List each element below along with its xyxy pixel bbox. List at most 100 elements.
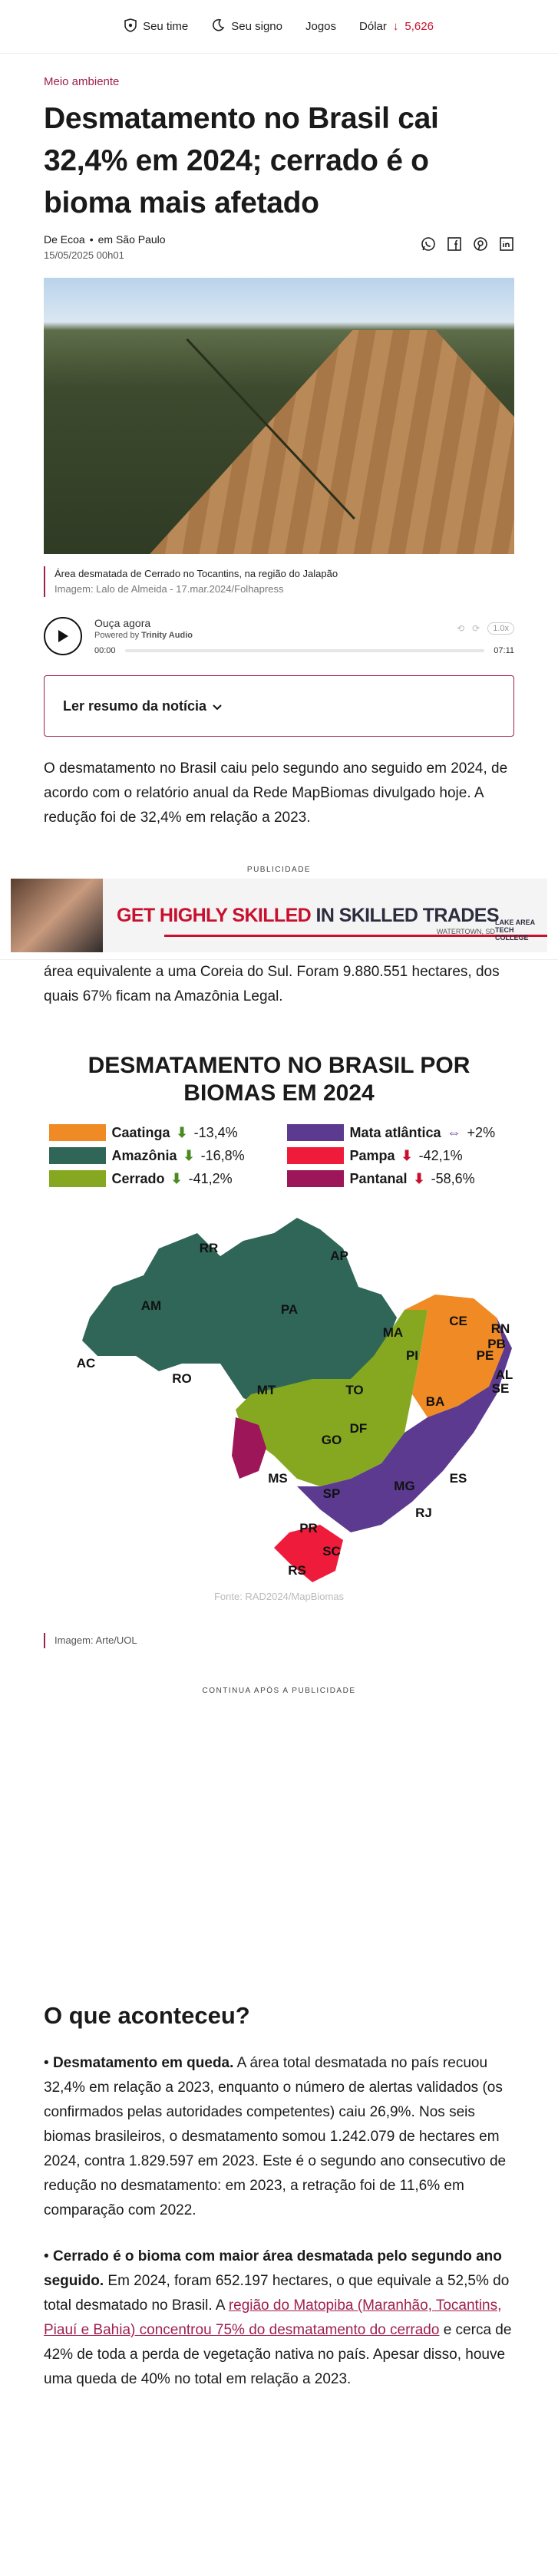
ad-headline: GET HIGHLY SKILLED IN SKILLED TRADES (117, 904, 500, 926)
hero-caption-text: Área desmatada de Cerrado no Tocantins, … (54, 568, 338, 579)
legend-item: Pampa ⬇ -42,1% (286, 1147, 510, 1164)
ad-slot: PUBLICIDADE GET HIGHLY SKILLED IN SKILLE… (0, 861, 558, 960)
publish-date: 15/05/2025 00h01 (44, 249, 124, 261)
region-mata-atlantica (297, 1318, 512, 1532)
play-icon (58, 630, 68, 642)
state-label-rn: RN (491, 1321, 510, 1336)
state-label-df: DF (350, 1421, 368, 1436)
whatsapp-icon[interactable] (421, 236, 436, 252)
chart-title: DESMATAMENTO NO BRASIL POR BIOMAS EM 202… (87, 1053, 471, 1106)
legend-name: Caatinga (111, 1124, 170, 1140)
arrow-down-icon: ⬇ (413, 1170, 425, 1186)
arrow-down-icon: ⬇ (183, 1147, 195, 1163)
state-label-am: AM (141, 1298, 161, 1313)
audio-progress-bar[interactable] (124, 649, 485, 652)
ad-logo: LAKE AREA TECH COLLEGE (495, 919, 535, 942)
state-label-sc: SC (322, 1544, 341, 1558)
ad-placeholder (44, 1695, 514, 2002)
chart-legend: Caatinga ⬇ -13,4% Mata atlântica ⇔ +2% Amazôni… (48, 1124, 510, 1187)
arrow-down-icon: ⬇ (401, 1147, 413, 1163)
legend-item: Cerrado ⬇ -41,2% (48, 1170, 272, 1187)
play-button[interactable] (44, 617, 82, 655)
state-label-rj: RJ (415, 1506, 432, 1520)
state-label-pr: PR (299, 1521, 318, 1535)
legend-name: Pantanal (349, 1170, 408, 1186)
topbar-games[interactable]: Jogos (305, 20, 336, 33)
article-title: Desmatamento no Brasil cai 32,4% em 2024… (44, 102, 439, 219)
legend-change: -42,1% (418, 1147, 463, 1163)
state-label-se: SE (492, 1381, 510, 1396)
topbar-team-label: Seu time (143, 20, 189, 33)
paragraph-2: área equivalente a uma Coreia do Sul. Fo… (44, 964, 500, 1004)
pinterest-icon[interactable] (473, 236, 488, 252)
state-label-pe: PE (477, 1348, 494, 1363)
ad-label: PUBLICIDADE (246, 866, 312, 874)
facebook-icon[interactable] (447, 236, 462, 252)
state-label-rs: RS (288, 1563, 306, 1578)
linkedin-icon[interactable] (499, 236, 514, 252)
shield-icon (124, 18, 137, 35)
legend-item: Amazônia ⬇ -16,8% (48, 1147, 272, 1164)
section-heading: O que aconteceu? (44, 2002, 250, 2029)
legend-swatch (48, 1124, 106, 1141)
state-label-ro: RO (172, 1371, 192, 1386)
audio-current-time: 00:00 (94, 646, 116, 655)
state-label-go: GO (322, 1433, 342, 1447)
legend-change: -58,6% (431, 1170, 475, 1186)
legend-change: -16,8% (200, 1147, 245, 1163)
state-label-ms: MS (268, 1471, 288, 1486)
section-label[interactable]: Meio ambiente (44, 75, 120, 88)
region-caatinga (404, 1295, 504, 1417)
legend-item: Caatinga ⬇ -13,4% (48, 1124, 272, 1141)
state-label-ac: AC (77, 1356, 96, 1370)
audio-duration: 07:11 (494, 646, 514, 655)
infographic: DESMATAMENTO NO BRASIL POR BIOMAS EM 202… (44, 1052, 514, 1602)
legend-swatch (48, 1170, 106, 1187)
continua-label: CONTINUA APÓS A PUBLICIDADE (202, 1687, 356, 1695)
state-label-to: TO (345, 1383, 363, 1397)
bullet-2: • Cerrado é o bioma com maior área desma… (44, 2248, 512, 2387)
ad-banner[interactable]: GET HIGHLY SKILLED IN SKILLED TRADES WAT… (11, 879, 547, 952)
topbar-sign[interactable]: Seu signo (211, 18, 282, 35)
state-label-pb: PB (487, 1337, 506, 1351)
region-amazonia (82, 1218, 397, 1410)
moon-icon (211, 18, 225, 35)
rewind-icon[interactable]: ⟲ (457, 623, 465, 634)
state-label-al: AL (496, 1367, 513, 1382)
ad-photo (11, 879, 103, 952)
bullet-1: • Desmatamento em queda. A área total de… (44, 2055, 507, 2218)
topbar-games-label: Jogos (305, 20, 337, 33)
chart-source: Fonte: RAD2024/MapBiomas (213, 1591, 345, 1602)
state-label-pa: PA (281, 1302, 298, 1317)
legend-name: Pampa (349, 1147, 395, 1163)
share-bar (421, 233, 514, 252)
legend-change: +2% (467, 1124, 496, 1140)
topbar-dollar[interactable]: Dólar ↓ 5,626 (359, 20, 434, 33)
author[interactable]: De Ecoa (44, 233, 85, 246)
state-label-ma: MA (383, 1325, 403, 1340)
state-label-ba: BA (426, 1394, 445, 1409)
region-cerrado (236, 1310, 428, 1486)
location: em São Paulo (97, 233, 166, 246)
legend-swatch (48, 1147, 106, 1164)
topbar-team[interactable]: Seu time (124, 18, 188, 35)
arrow-down-icon: ⬇ (176, 1124, 188, 1140)
state-label-mt: MT (257, 1383, 276, 1397)
legend-swatch (286, 1170, 344, 1187)
region-pantanal (232, 1417, 266, 1479)
powered-by: Powered by Trinity Audio (94, 631, 193, 640)
speed-button[interactable]: 1.0x (487, 622, 514, 635)
audio-player: Ouça agora Powered by Trinity Audio ⟲ ⟳ … (44, 617, 514, 655)
matopiba-link[interactable]: região do Matopiba (Maranhão, Tocantins,… (44, 2297, 502, 2338)
hero-caption: Área desmatada de Cerrado no Tocantins, … (44, 566, 514, 597)
top-bar: Seu time Seu signo Jogos Dólar ↓ 5,626 (0, 0, 558, 54)
legend-swatch (286, 1147, 344, 1164)
summary-button[interactable]: Ler resumo da notícia (44, 675, 514, 737)
chevron-down-icon (213, 698, 222, 714)
legend-item: Pantanal ⬇ -58,6% (286, 1170, 510, 1187)
legend-name: Amazônia (111, 1147, 177, 1163)
legend-change: -41,2% (188, 1170, 233, 1186)
arrow-down-icon: ↓ (392, 20, 399, 33)
forward-icon[interactable]: ⟳ (472, 623, 480, 634)
